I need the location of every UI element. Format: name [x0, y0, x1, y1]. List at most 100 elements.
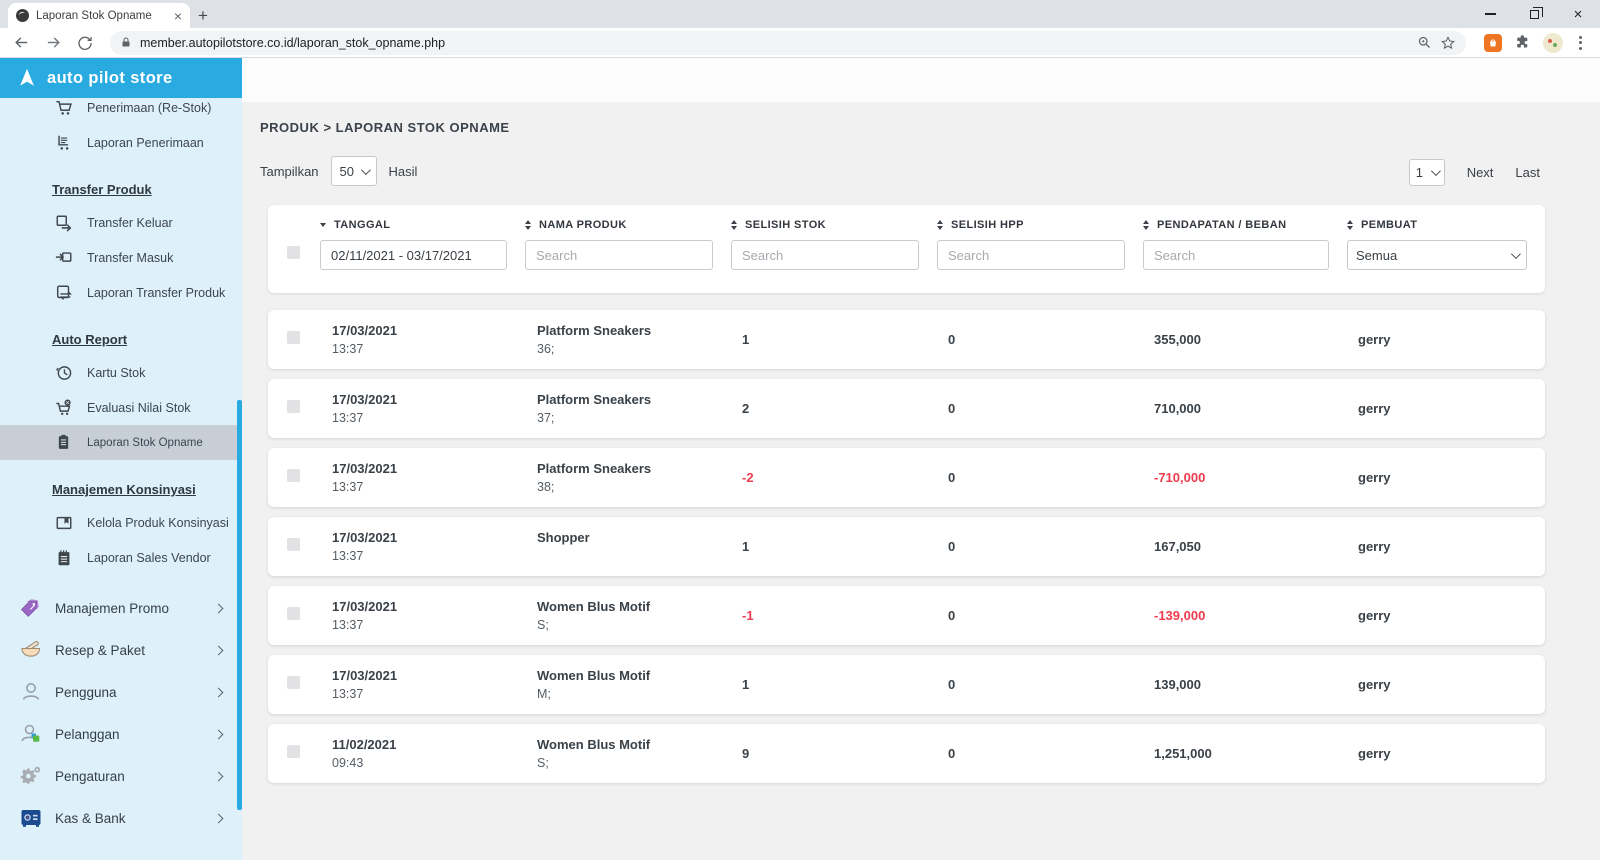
- top-band: [242, 58, 1600, 102]
- page-size-select[interactable]: 50: [331, 156, 377, 186]
- transfer-out-icon: [55, 213, 74, 232]
- table-row[interactable]: 17/03/202113:37 Women Blus MotifM; 1 0 1…: [268, 655, 1545, 714]
- table-row[interactable]: 17/03/202113:37 Platform Sneakers36; 1 0…: [268, 310, 1545, 369]
- url-bar[interactable]: member.autopilotstore.co.id/laporan_stok…: [110, 31, 1466, 55]
- reload-button[interactable]: [72, 30, 98, 56]
- bookmark-star-icon[interactable]: [1440, 35, 1456, 51]
- cell-selisih-hpp: 0: [937, 332, 1143, 347]
- profile-avatar[interactable]: [1543, 33, 1563, 53]
- receiving-report-cart-icon: [55, 133, 74, 152]
- row-checkbox[interactable]: [287, 331, 300, 344]
- sidebar-item-kas-bank[interactable]: Kas & Bank: [0, 797, 242, 839]
- select-all-checkbox[interactable]: [287, 246, 300, 259]
- column-header-selisih-stok[interactable]: SELISIH STOK: [731, 219, 937, 231]
- promo-tags-icon: [18, 595, 44, 621]
- row-checkbox[interactable]: [287, 745, 300, 758]
- table-row[interactable]: 17/03/202113:37 Shopper 1 0 167,050 gerr…: [268, 517, 1545, 576]
- brand-logo-icon: [16, 67, 38, 89]
- sidebar-item-transfer-masuk[interactable]: Transfer Masuk: [0, 240, 242, 275]
- cell-pendapatan-beban: 1,251,000: [1143, 746, 1347, 761]
- cell-time: 13:37: [332, 480, 525, 494]
- table-row[interactable]: 17/03/202113:37 Platform Sneakers37; 2 0…: [268, 379, 1545, 438]
- page-select[interactable]: 1: [1409, 159, 1445, 186]
- sidebar-item-laporan-penerimaan[interactable]: Laporan Penerimaan: [0, 125, 242, 160]
- sidebar-item-label: Transfer Keluar: [87, 216, 173, 230]
- sort-icon[interactable]: [731, 220, 737, 230]
- sidebar-item-pelanggan[interactable]: Pelanggan: [0, 713, 242, 755]
- cell-pembuat: gerry: [1347, 746, 1545, 761]
- orange-extension-icon[interactable]: [1484, 34, 1502, 52]
- column-header-pembuat[interactable]: PEMBUAT: [1347, 219, 1545, 231]
- browser-menu-icon[interactable]: [1575, 36, 1586, 50]
- sidebar-item-manajemen-promo[interactable]: Manajemen Promo: [0, 587, 242, 629]
- lock-icon: [120, 36, 132, 49]
- sort-icon[interactable]: [525, 220, 531, 230]
- window-close-button[interactable]: ×: [1556, 0, 1600, 28]
- row-checkbox[interactable]: [287, 676, 300, 689]
- sort-icon[interactable]: [937, 220, 943, 230]
- sidebar-item-evaluasi-nilai-stok[interactable]: Evaluasi Nilai Stok: [0, 390, 242, 425]
- sidebar-item-laporan-transfer-produk[interactable]: Laporan Transfer Produk: [0, 275, 242, 310]
- selisih-stok-search-input[interactable]: [731, 240, 919, 270]
- user-icon: [18, 679, 44, 705]
- cell-selisih-stok: 1: [731, 539, 937, 554]
- date-range-filter-input[interactable]: [320, 240, 507, 270]
- sort-icon[interactable]: [1143, 220, 1149, 230]
- pembuat-filter-select[interactable]: Semua: [1347, 240, 1527, 270]
- sidebar-item-penerimaan-restok[interactable]: Penerimaan (Re-Stok): [0, 90, 242, 125]
- column-header-selisih-hpp[interactable]: SELISIH HPP: [937, 219, 1143, 231]
- cell-pendapatan-beban: -139,000: [1143, 608, 1347, 623]
- toolbar-right-icons: [1478, 33, 1592, 53]
- sort-desc-icon[interactable]: [320, 223, 326, 227]
- sidebar-item-transfer-keluar[interactable]: Transfer Keluar: [0, 205, 242, 240]
- sort-icon[interactable]: [1347, 220, 1353, 230]
- sidebar-item-laporan-sales-vendor[interactable]: Laporan Sales Vendor: [0, 540, 242, 575]
- selisih-hpp-search-input[interactable]: [937, 240, 1125, 270]
- sidebar-section-transfer-produk: Transfer Produk: [52, 182, 242, 197]
- column-header-tanggal[interactable]: TANGGAL: [320, 219, 525, 231]
- table-row[interactable]: 17/03/202113:37 Women Blus MotifS; -1 0 …: [268, 586, 1545, 645]
- browser-tab[interactable]: Laporan Stok Opname ×: [8, 3, 190, 28]
- row-checkbox[interactable]: [287, 400, 300, 413]
- cell-pendapatan-beban: 355,000: [1143, 332, 1347, 347]
- window-minimize-button[interactable]: [1468, 0, 1512, 28]
- sidebar-item-resep-paket[interactable]: Resep & Paket: [0, 629, 242, 671]
- transfer-report-icon: [55, 283, 74, 302]
- column-header-nama-produk[interactable]: NAMA PRODUK: [525, 219, 731, 231]
- cell-selisih-hpp: 0: [937, 539, 1143, 554]
- show-label: Tampilkan: [260, 164, 319, 179]
- forward-button[interactable]: [40, 30, 66, 56]
- sidebar-item-laporan-stok-opname[interactable]: Laporan Stok Opname: [0, 425, 242, 460]
- row-checkbox[interactable]: [287, 607, 300, 620]
- pendapatan-beban-search-input[interactable]: [1143, 240, 1329, 270]
- cell-product: Women Blus Motif: [537, 599, 731, 614]
- cell-selisih-hpp: 0: [937, 470, 1143, 485]
- new-tab-button[interactable]: +: [190, 3, 216, 28]
- cell-time: 13:37: [332, 618, 525, 632]
- extensions-puzzle-icon[interactable]: [1514, 34, 1531, 51]
- cell-selisih-hpp: 0: [937, 608, 1143, 623]
- tab-title: Laporan Stok Opname: [36, 10, 167, 22]
- settings-gears-icon: [18, 763, 44, 789]
- sidebar-item-pengaturan[interactable]: Pengaturan: [0, 755, 242, 797]
- table-row[interactable]: 11/02/202109:43 Women Blus MotifS; 9 0 1…: [268, 724, 1545, 783]
- zoom-icon[interactable]: [1417, 35, 1432, 50]
- last-page-link[interactable]: Last: [1515, 165, 1540, 180]
- cell-variant: 36;: [537, 342, 731, 356]
- row-checkbox[interactable]: [287, 469, 300, 482]
- sidebar-item-pengguna[interactable]: Pengguna: [0, 671, 242, 713]
- sidebar-item-label: Resep & Paket: [55, 643, 145, 658]
- window-restore-button[interactable]: [1512, 0, 1556, 28]
- sidebar-item-kelola-produk-konsinyasi[interactable]: Kelola Produk Konsinyasi: [0, 505, 242, 540]
- table-row[interactable]: 17/03/202113:37 Platform Sneakers38; -2 …: [268, 448, 1545, 507]
- row-checkbox[interactable]: [287, 538, 300, 551]
- sidebar-item-kartu-stok[interactable]: Kartu Stok: [0, 355, 242, 390]
- tab-close-icon[interactable]: ×: [174, 9, 182, 23]
- cell-date: 17/03/2021: [332, 599, 525, 614]
- cell-selisih-stok: 1: [731, 677, 937, 692]
- column-header-pendapatan-beban[interactable]: PENDAPATAN / BEBAN: [1143, 219, 1347, 231]
- back-button[interactable]: [8, 30, 34, 56]
- next-page-link[interactable]: Next: [1467, 165, 1494, 180]
- nama-produk-search-input[interactable]: [525, 240, 713, 270]
- cell-selisih-hpp: 0: [937, 401, 1143, 416]
